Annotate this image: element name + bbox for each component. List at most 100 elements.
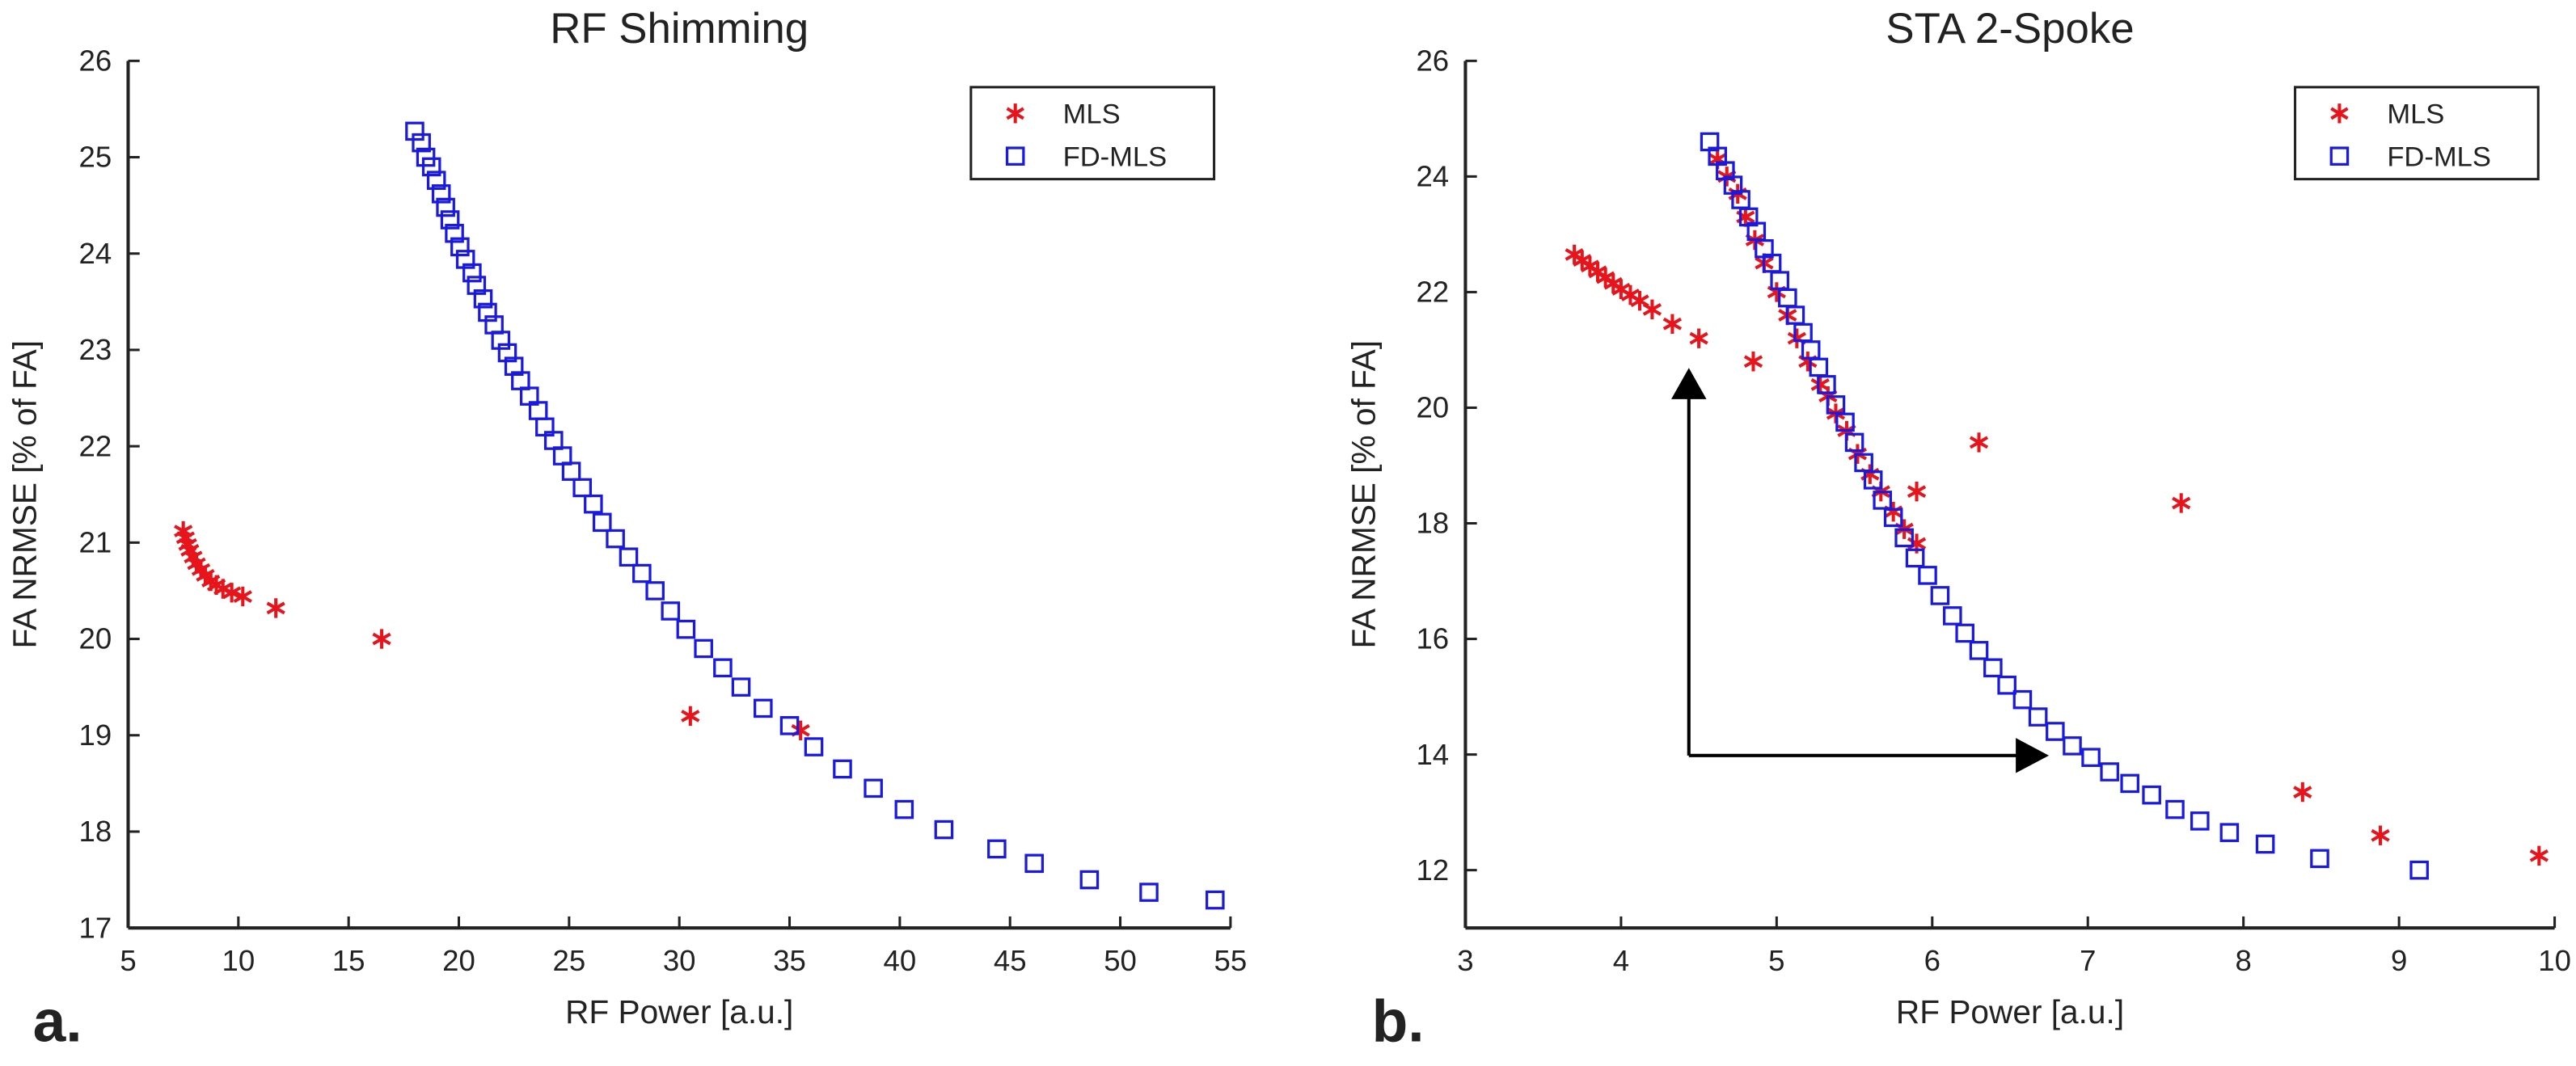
fd-mls-marker bbox=[632, 563, 652, 584]
x-axis-label: RF Power [a.u.] bbox=[1896, 993, 2124, 1030]
y-tick-label: 21 bbox=[78, 526, 112, 559]
y-tick-label: 20 bbox=[78, 622, 112, 655]
legend-label: FD-MLS bbox=[1063, 141, 1168, 172]
fd-mls-marker bbox=[2142, 785, 2161, 805]
fd-mls-marker bbox=[661, 601, 681, 621]
arrow-head bbox=[1671, 368, 1707, 399]
mls-marker bbox=[233, 586, 252, 607]
x-tick-label: 50 bbox=[1104, 944, 1137, 977]
fd-mls-marker bbox=[2255, 834, 2275, 854]
fd-mls-marker bbox=[804, 737, 824, 756]
y-tick-label: 12 bbox=[1416, 853, 1449, 887]
fd-mls-marker bbox=[1835, 412, 1855, 432]
fd-mls-marker bbox=[462, 263, 482, 283]
fd-mls-marker bbox=[2063, 736, 2082, 756]
fd-mls-marker bbox=[694, 638, 713, 659]
y-axis-label: FA NRMSE [% of FA] bbox=[1345, 340, 1383, 649]
y-tick-label: 18 bbox=[78, 815, 112, 848]
fd-mls-marker bbox=[1983, 658, 2003, 678]
fd-mls-marker bbox=[412, 133, 431, 153]
fd-mls-marker bbox=[1863, 470, 1883, 490]
plot: STA 2-Spoke RF Power [a.u.] FA NRMSE [% of… bbox=[1345, 5, 2571, 1054]
legend-symbol bbox=[2329, 146, 2350, 166]
y-tick-label: 25 bbox=[78, 141, 112, 174]
mls-marker bbox=[2293, 782, 2312, 803]
fd-mls-marker bbox=[491, 331, 511, 350]
x-tick-label: 45 bbox=[994, 944, 1027, 977]
y-tick-label: 24 bbox=[1416, 160, 1449, 193]
annotation-arrows bbox=[1671, 368, 2050, 773]
fd-mls-marker bbox=[2219, 823, 2240, 842]
x-axis-label: RF Power [a.u.] bbox=[565, 993, 793, 1030]
fd-mls-marker bbox=[2100, 762, 2119, 782]
legend: MLS FD-MLS bbox=[2294, 86, 2540, 181]
fd-mls-marker bbox=[1809, 357, 1829, 377]
x-tick-label: 9 bbox=[2391, 944, 2407, 977]
y-tick-label: 20 bbox=[1416, 391, 1449, 424]
fd-mls-marker bbox=[572, 478, 592, 498]
fd-mls-marker bbox=[2012, 689, 2033, 710]
x-tick-label: 8 bbox=[2236, 944, 2252, 977]
fd-mls-marker bbox=[1883, 508, 1903, 528]
legend-label: MLS bbox=[1063, 99, 1121, 130]
fd-mls-marker bbox=[864, 778, 883, 798]
y-tick-label: 24 bbox=[78, 237, 112, 270]
fd-mls-marker bbox=[1079, 870, 1100, 890]
fd-mls-marker bbox=[592, 512, 612, 533]
panel-label: b. bbox=[1372, 988, 1425, 1054]
fd-mls-marker bbox=[645, 581, 665, 600]
fd-mls-marker bbox=[713, 658, 733, 678]
y-tick-label: 17 bbox=[78, 911, 112, 944]
fd-mls-marker bbox=[1024, 853, 1044, 874]
x-tick-label: 40 bbox=[884, 944, 917, 977]
fd-mls-marker bbox=[1778, 288, 1797, 308]
x-tick-label: 10 bbox=[2538, 944, 2571, 977]
y-tick-label: 23 bbox=[78, 333, 112, 366]
panel-label: a. bbox=[33, 988, 82, 1054]
mls-marker bbox=[681, 706, 700, 727]
y-tick-label: 19 bbox=[78, 718, 112, 752]
y-tick-label: 22 bbox=[1416, 276, 1449, 309]
y-tick-label: 16 bbox=[1416, 622, 1449, 655]
fd-mls-marker bbox=[2046, 722, 2065, 741]
fd-mls-marker bbox=[1969, 641, 1989, 660]
fd-mls-marker bbox=[421, 157, 441, 177]
fd-mls-marker bbox=[416, 147, 436, 167]
fd-mls-marker bbox=[455, 250, 475, 269]
fd-mls-marker bbox=[1930, 586, 1950, 605]
y-axis-label: FA NRMSE [% of FA] bbox=[6, 340, 44, 649]
x-tick-label: 25 bbox=[553, 944, 586, 977]
fd-mls-marker bbox=[754, 698, 773, 718]
fd-mls-marker bbox=[552, 446, 572, 466]
fd-mls-marker bbox=[484, 315, 504, 335]
mls-marker bbox=[222, 583, 242, 603]
legend-symbol bbox=[1005, 146, 1025, 166]
mls-marker bbox=[2529, 845, 2549, 866]
fd-mls-marker bbox=[676, 619, 696, 639]
plot: RF Shimming RF Power [a.u.] FA NRMSE [% of… bbox=[6, 5, 1248, 1054]
x-tick-label: 3 bbox=[1457, 944, 1473, 977]
x-tick-label: 35 bbox=[773, 944, 806, 977]
mls-marker bbox=[372, 629, 391, 649]
fd-mls-marker bbox=[833, 759, 852, 779]
fd-mls-marker bbox=[445, 223, 464, 243]
legend-label: MLS bbox=[2387, 99, 2444, 130]
mls-marker bbox=[1689, 328, 1708, 348]
x-tick-label: 5 bbox=[120, 944, 136, 977]
fd-mls-marker bbox=[1943, 606, 1962, 626]
legend-marker bbox=[2330, 103, 2349, 124]
fd-mls-marker bbox=[894, 799, 914, 820]
fd-mls-marker bbox=[426, 171, 446, 190]
y-tick-label: 26 bbox=[1416, 44, 1449, 78]
chart-title: RF Shimming bbox=[550, 5, 809, 53]
fd-mls-marker bbox=[731, 677, 751, 697]
y-tick-label: 22 bbox=[78, 429, 112, 462]
x-tick-label: 10 bbox=[222, 944, 255, 977]
fd-mls-marker bbox=[504, 356, 524, 376]
fd-mls-marker bbox=[2310, 849, 2329, 869]
fd-mls-marker bbox=[2190, 811, 2210, 831]
legend-symbol bbox=[1006, 103, 1024, 124]
mls-marker bbox=[1969, 432, 1989, 453]
fd-mls-marker bbox=[1139, 883, 1159, 902]
